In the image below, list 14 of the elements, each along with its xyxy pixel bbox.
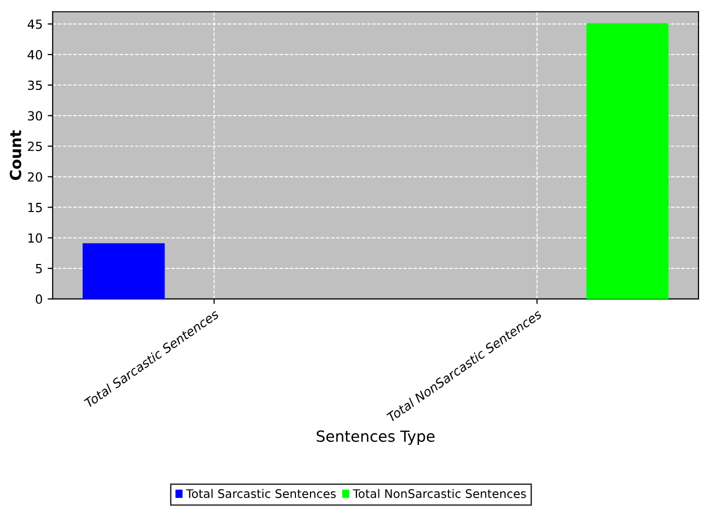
legend-label: Total NonSarcastic Sentences (352, 488, 526, 498)
y-tick-label: 5 (36, 264, 42, 274)
y-tick-label: 40 (28, 50, 42, 60)
y-tick-label: 15 (28, 202, 42, 212)
y-tick-label: 45 (28, 20, 42, 29)
y-tick-label: 25 (28, 142, 42, 152)
y-axis-title: Count (10, 130, 22, 180)
y-tick-label: 20 (28, 172, 42, 182)
legend-label: Total Sarcastic Sentences (186, 488, 336, 498)
y-tick-label: 10 (28, 233, 42, 243)
y-tick-label: 0 (36, 294, 42, 304)
x-axis-title: Sentences Type (316, 430, 435, 445)
y-tick-label: 30 (28, 111, 42, 121)
y-tick-label: 35 (28, 80, 42, 90)
